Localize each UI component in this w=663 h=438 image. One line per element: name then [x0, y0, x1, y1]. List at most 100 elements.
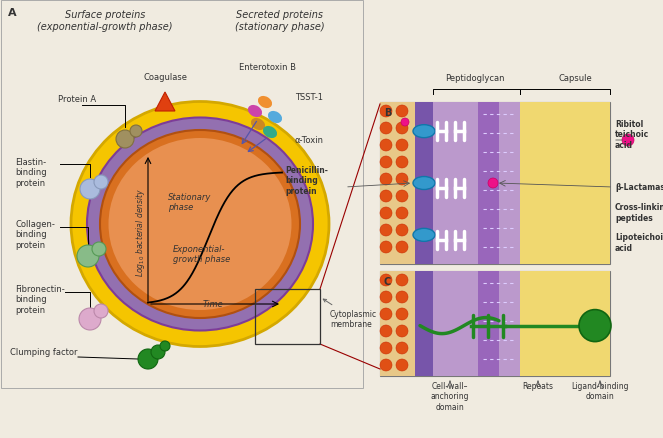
Circle shape: [396, 191, 408, 202]
Bar: [380, 103, 415, 265]
Text: Exponential-
growth phase: Exponential- growth phase: [173, 244, 230, 263]
Text: Stationary
phase: Stationary phase: [168, 192, 211, 212]
Circle shape: [396, 308, 408, 320]
Polygon shape: [155, 93, 175, 112]
Circle shape: [380, 173, 392, 186]
Circle shape: [396, 123, 408, 135]
Circle shape: [380, 308, 392, 320]
Circle shape: [138, 349, 158, 369]
Circle shape: [380, 208, 392, 219]
Text: TSST-1: TSST-1: [295, 93, 323, 102]
Circle shape: [380, 325, 392, 337]
Text: Clumping factor: Clumping factor: [10, 347, 78, 356]
Bar: [1, 1, 363, 388]
Circle shape: [380, 342, 392, 354]
Circle shape: [380, 123, 392, 135]
Circle shape: [380, 359, 392, 371]
Bar: [565, 103, 580, 265]
Bar: [415, 272, 433, 376]
Bar: [433, 272, 478, 376]
Text: Capsule: Capsule: [558, 74, 592, 83]
Bar: [433, 103, 478, 265]
Ellipse shape: [268, 112, 282, 124]
Bar: [255, 290, 320, 344]
Circle shape: [380, 157, 392, 169]
Bar: [499, 103, 520, 265]
Text: Lipoteichoic
acid: Lipoteichoic acid: [615, 233, 663, 252]
Ellipse shape: [413, 177, 435, 190]
Circle shape: [396, 274, 408, 286]
Ellipse shape: [109, 139, 292, 310]
Bar: [380, 272, 610, 376]
Text: Coagulase: Coagulase: [143, 73, 187, 82]
Text: Repeats: Repeats: [522, 381, 554, 390]
Circle shape: [151, 345, 165, 359]
Bar: [415, 103, 433, 265]
Circle shape: [396, 106, 408, 118]
Text: α-Toxin: α-Toxin: [295, 136, 324, 145]
Bar: [380, 103, 610, 265]
Circle shape: [396, 325, 408, 337]
Ellipse shape: [87, 118, 313, 331]
Text: Surface proteins
(exponential-growth phase): Surface proteins (exponential-growth pha…: [37, 10, 173, 32]
Circle shape: [116, 131, 134, 148]
Ellipse shape: [100, 131, 300, 318]
Circle shape: [396, 359, 408, 371]
Bar: [478, 272, 499, 376]
Bar: [520, 272, 610, 376]
Text: Penicillin-
binding
protein: Penicillin- binding protein: [285, 166, 328, 195]
Circle shape: [396, 140, 408, 152]
Text: Protein A: Protein A: [58, 95, 96, 104]
Bar: [499, 272, 520, 376]
Bar: [478, 103, 499, 265]
Circle shape: [92, 243, 106, 256]
Circle shape: [579, 310, 611, 342]
Circle shape: [396, 173, 408, 186]
Text: Log$_{10}$ bacterial density: Log$_{10}$ bacterial density: [133, 187, 147, 276]
Circle shape: [380, 241, 392, 254]
Circle shape: [130, 126, 142, 138]
Text: Enterotoxin B: Enterotoxin B: [239, 63, 296, 72]
Circle shape: [380, 291, 392, 303]
Circle shape: [380, 191, 392, 202]
Circle shape: [380, 140, 392, 152]
Circle shape: [380, 274, 392, 286]
Circle shape: [396, 225, 408, 237]
Circle shape: [401, 119, 409, 127]
Bar: [550, 103, 565, 265]
Text: C: C: [384, 276, 391, 286]
Circle shape: [94, 176, 108, 190]
Text: Cross-linking
peptides: Cross-linking peptides: [615, 203, 663, 222]
Circle shape: [488, 179, 498, 189]
Text: Elastin-
binding
protein: Elastin- binding protein: [15, 158, 46, 187]
Circle shape: [396, 291, 408, 303]
Bar: [520, 103, 610, 265]
Text: Collagen-
binding
protein: Collagen- binding protein: [15, 219, 55, 249]
Ellipse shape: [251, 119, 265, 131]
Circle shape: [396, 157, 408, 169]
Text: Fibronectin-
binding
protein: Fibronectin- binding protein: [15, 284, 65, 314]
Ellipse shape: [71, 102, 329, 347]
Text: Time: Time: [203, 299, 223, 308]
Bar: [595, 103, 610, 265]
Text: B: B: [384, 108, 391, 118]
Bar: [380, 272, 415, 376]
Text: Ribitol
teichoic
acid: Ribitol teichoic acid: [615, 120, 649, 149]
Circle shape: [380, 225, 392, 237]
Circle shape: [160, 341, 170, 351]
Circle shape: [380, 106, 392, 118]
Ellipse shape: [248, 106, 262, 118]
Circle shape: [77, 245, 99, 267]
Circle shape: [622, 135, 634, 147]
Text: A: A: [8, 8, 17, 18]
Circle shape: [80, 180, 100, 200]
Bar: [580, 103, 595, 265]
Circle shape: [94, 304, 108, 318]
Text: Cytoplasmic
membrane: Cytoplasmic membrane: [324, 300, 377, 328]
Text: Ligand-binding
domain: Ligand-binding domain: [572, 381, 629, 400]
Ellipse shape: [413, 125, 435, 138]
Text: β-Lactamase: β-Lactamase: [615, 183, 663, 192]
Text: Peptidoglycan: Peptidoglycan: [446, 74, 505, 83]
Ellipse shape: [413, 229, 435, 242]
Bar: [520, 103, 535, 265]
